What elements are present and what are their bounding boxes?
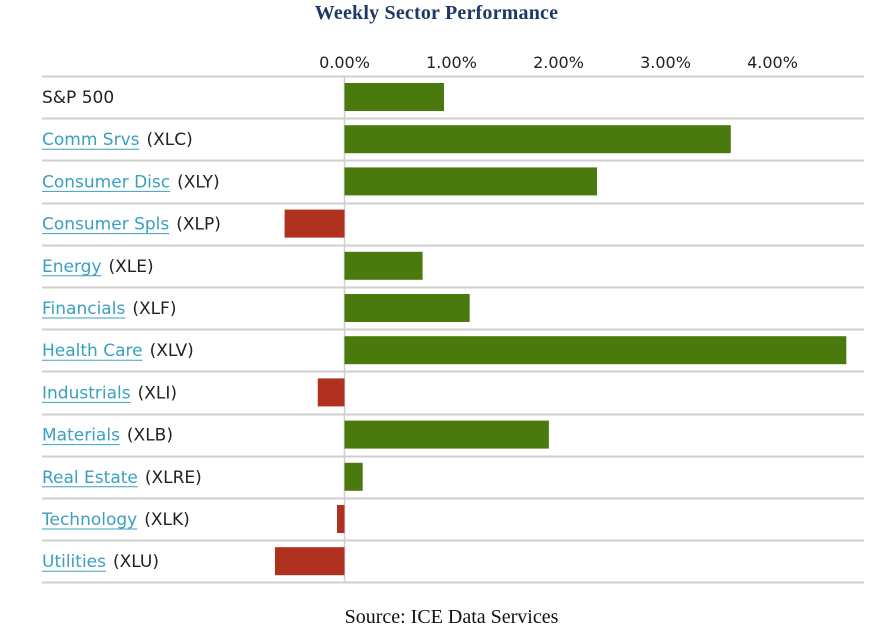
x-tick-label: 2.00% [533,53,584,72]
category-label: Health Care (XLV) [42,341,194,361]
bar-xlk [337,505,345,533]
category-label: Materials (XLB) [42,426,173,446]
ticker-label: (XLRE) [145,468,202,488]
category-label: Financials (XLF) [42,299,176,319]
bar-xlre [344,462,363,491]
x-tick-label: 1.00% [426,53,477,72]
sector-link[interactable]: Materials [42,426,120,446]
ticker-label: (XLU) [113,552,159,572]
x-tick-label: 0.00% [319,53,370,72]
ticker-label: (XLI) [138,383,177,403]
bar-xlp [284,209,345,238]
category-label: Consumer Spls (XLP) [42,215,221,235]
category-label: S&P 500 [42,88,114,108]
sector-link[interactable]: Consumer Spls [42,215,169,235]
category-label: Industrials (XLI) [42,383,177,403]
ticker-label: (XLP) [176,215,221,235]
sector-link[interactable]: Technology [41,510,137,530]
ticker-label: (XLY) [177,172,220,192]
sector-link[interactable]: Financials [42,299,125,319]
ticker-label: (XLE) [109,257,154,277]
chart-title: Weekly Sector Performance [314,2,559,24]
sector-link[interactable]: Utilities [42,552,106,572]
category-label: Consumer Disc (XLY) [42,172,220,192]
x-tick-label: 4.00% [747,53,798,72]
category-name: S&P 500 [42,88,114,108]
ticker-label: (XLC) [147,130,193,150]
bar-xlc [344,125,731,154]
bar-sp500 [344,83,445,111]
sector-link[interactable]: Industrials [42,383,131,403]
bar-xlb [344,420,549,449]
bar-xly [344,167,598,196]
bar-xli [317,378,345,407]
bar-xle [344,251,423,280]
sector-link[interactable]: Health Care [42,341,143,361]
sector-link[interactable]: Real Estate [42,468,138,488]
category-label: Comm Srvs (XLC) [42,130,193,150]
x-tick-label: 3.00% [640,53,691,72]
category-label: Technology (XLK) [41,510,190,530]
category-label: Real Estate (XLRE) [42,468,202,488]
bar-xlf [344,294,470,322]
sector-link[interactable]: Comm Srvs [42,130,140,150]
ticker-label: (XLK) [144,510,190,530]
category-label: Utilities (XLU) [42,552,159,572]
ticker-label: (XLF) [132,299,176,319]
sector-link[interactable]: Consumer Disc [42,172,170,192]
category-label: Energy (XLE) [42,257,154,277]
ticker-label: (XLB) [127,426,173,446]
ticker-label: (XLV) [150,341,194,361]
bar-xlv [344,336,847,365]
sector-link[interactable]: Energy [42,257,102,277]
chart-source: Source: ICE Data Services [344,606,559,628]
bar-xlu [274,547,345,576]
